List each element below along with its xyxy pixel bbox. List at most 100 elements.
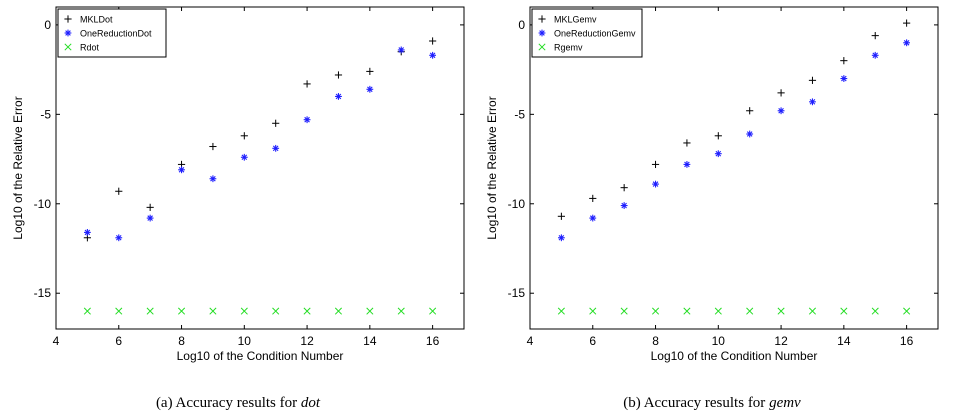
x-tick-label: 14 [363, 334, 377, 348]
plot-frame-a [55, 6, 465, 330]
data-point [83, 229, 91, 236]
legend-marker [64, 29, 72, 37]
data-point [652, 180, 659, 188]
data-point [683, 161, 691, 168]
x-tick-label: 16 [900, 334, 914, 348]
data-point [272, 144, 280, 152]
legend-entry: Rgemv [554, 43, 583, 53]
data-point [557, 307, 565, 315]
data-point [746, 130, 754, 138]
data-point [777, 89, 785, 97]
data-point [272, 307, 280, 315]
data-point [272, 119, 280, 127]
data-point [714, 132, 722, 140]
data-point [146, 203, 154, 211]
data-point [178, 166, 185, 174]
legend-entry: MKLGemv [554, 15, 597, 25]
caption-a: (a) Accuracy results for dot [156, 395, 321, 411]
data-point [840, 57, 848, 65]
x-tick-label: 10 [712, 334, 726, 348]
data-point [303, 307, 311, 315]
data-point [589, 214, 597, 222]
data-point [240, 153, 248, 161]
x-tick-label: 12 [300, 334, 314, 348]
x-tick-label: 8 [652, 334, 659, 348]
legend-entry: OneReductionGemv [554, 29, 636, 39]
legend-b: MKLGemv OneReductionGemv Rgemv [531, 8, 643, 58]
data-point [651, 160, 660, 169]
data-point [397, 46, 405, 54]
series-onereductiondot [83, 46, 437, 242]
data-point [714, 150, 722, 158]
data-point [366, 307, 374, 315]
data-point [429, 307, 437, 315]
x-tick-label: 4 [527, 334, 534, 348]
legend-a: MKLDot OneReductionDot Rdot [57, 8, 167, 58]
data-point [209, 142, 217, 151]
series-mklgemv [557, 19, 911, 220]
legend-marker [538, 29, 546, 37]
data-point [557, 212, 565, 220]
data-point [303, 116, 311, 124]
data-point [871, 51, 879, 59]
data-point [714, 307, 722, 315]
data-point [303, 80, 311, 88]
data-point [177, 307, 186, 315]
data-point [209, 307, 217, 315]
plot-frame-b [529, 6, 939, 330]
y-tick-label: 0 [44, 18, 51, 32]
data-point [335, 93, 342, 100]
data-point [334, 71, 343, 79]
data-point [557, 234, 565, 242]
legend-box [531, 8, 643, 58]
legend-marker [538, 15, 546, 23]
legend-marker [64, 43, 72, 51]
data-point [903, 19, 911, 27]
x-tick-label: 12 [774, 334, 788, 348]
data-point [429, 37, 437, 45]
data-point [777, 107, 785, 115]
series-onereductiongemv [557, 39, 911, 242]
data-point [334, 307, 343, 315]
caption-b: (b) Accuracy results for gemv [623, 395, 801, 411]
data-point [777, 307, 785, 315]
data-point [397, 307, 405, 315]
data-point [115, 187, 123, 195]
data-point [83, 307, 91, 315]
legend-marker [64, 15, 72, 23]
y-tick-label: -15 [34, 286, 52, 300]
series-rgemv [557, 307, 911, 315]
y-tick-label: 0 [518, 18, 525, 32]
data-point [683, 307, 691, 315]
legend-box [57, 8, 167, 58]
data-point [871, 32, 879, 40]
data-point [808, 76, 817, 84]
data-point [589, 194, 597, 203]
x-tick-label: 8 [178, 334, 185, 348]
data-point [683, 139, 691, 147]
y-tick-label: -5 [514, 107, 525, 121]
data-point [115, 307, 123, 315]
x-tick-label: 16 [426, 334, 440, 348]
legend-entry: MKLDot [80, 15, 113, 25]
x-tick-label: 14 [837, 334, 851, 348]
series-rdot [83, 307, 437, 315]
data-point [620, 202, 628, 209]
x-tick-label: 6 [589, 334, 596, 348]
data-point [240, 132, 248, 140]
data-point [903, 307, 911, 315]
x-axis-label: Log10 of the Condition Number [651, 349, 818, 363]
y-axis-label: Log10 of the Relative Error [485, 96, 499, 239]
y-tick-label: -10 [508, 197, 526, 211]
data-point [429, 51, 437, 59]
data-point [589, 307, 597, 315]
legend-marker [538, 43, 546, 51]
chart-panel-b: 4 6 8 10 12 14 16 0 -5 -10 -15 Log10 of the Conditi… [485, 6, 939, 363]
data-point [840, 307, 848, 315]
x-tick-label: 6 [115, 334, 122, 348]
data-point [146, 214, 154, 222]
chart-panel-a: 4 6 8 10 12 14 16 0 -5 -10 -15 Log10 of the Conditi… [11, 6, 465, 363]
data-point [840, 75, 848, 82]
x-tick-label: 10 [238, 334, 252, 348]
